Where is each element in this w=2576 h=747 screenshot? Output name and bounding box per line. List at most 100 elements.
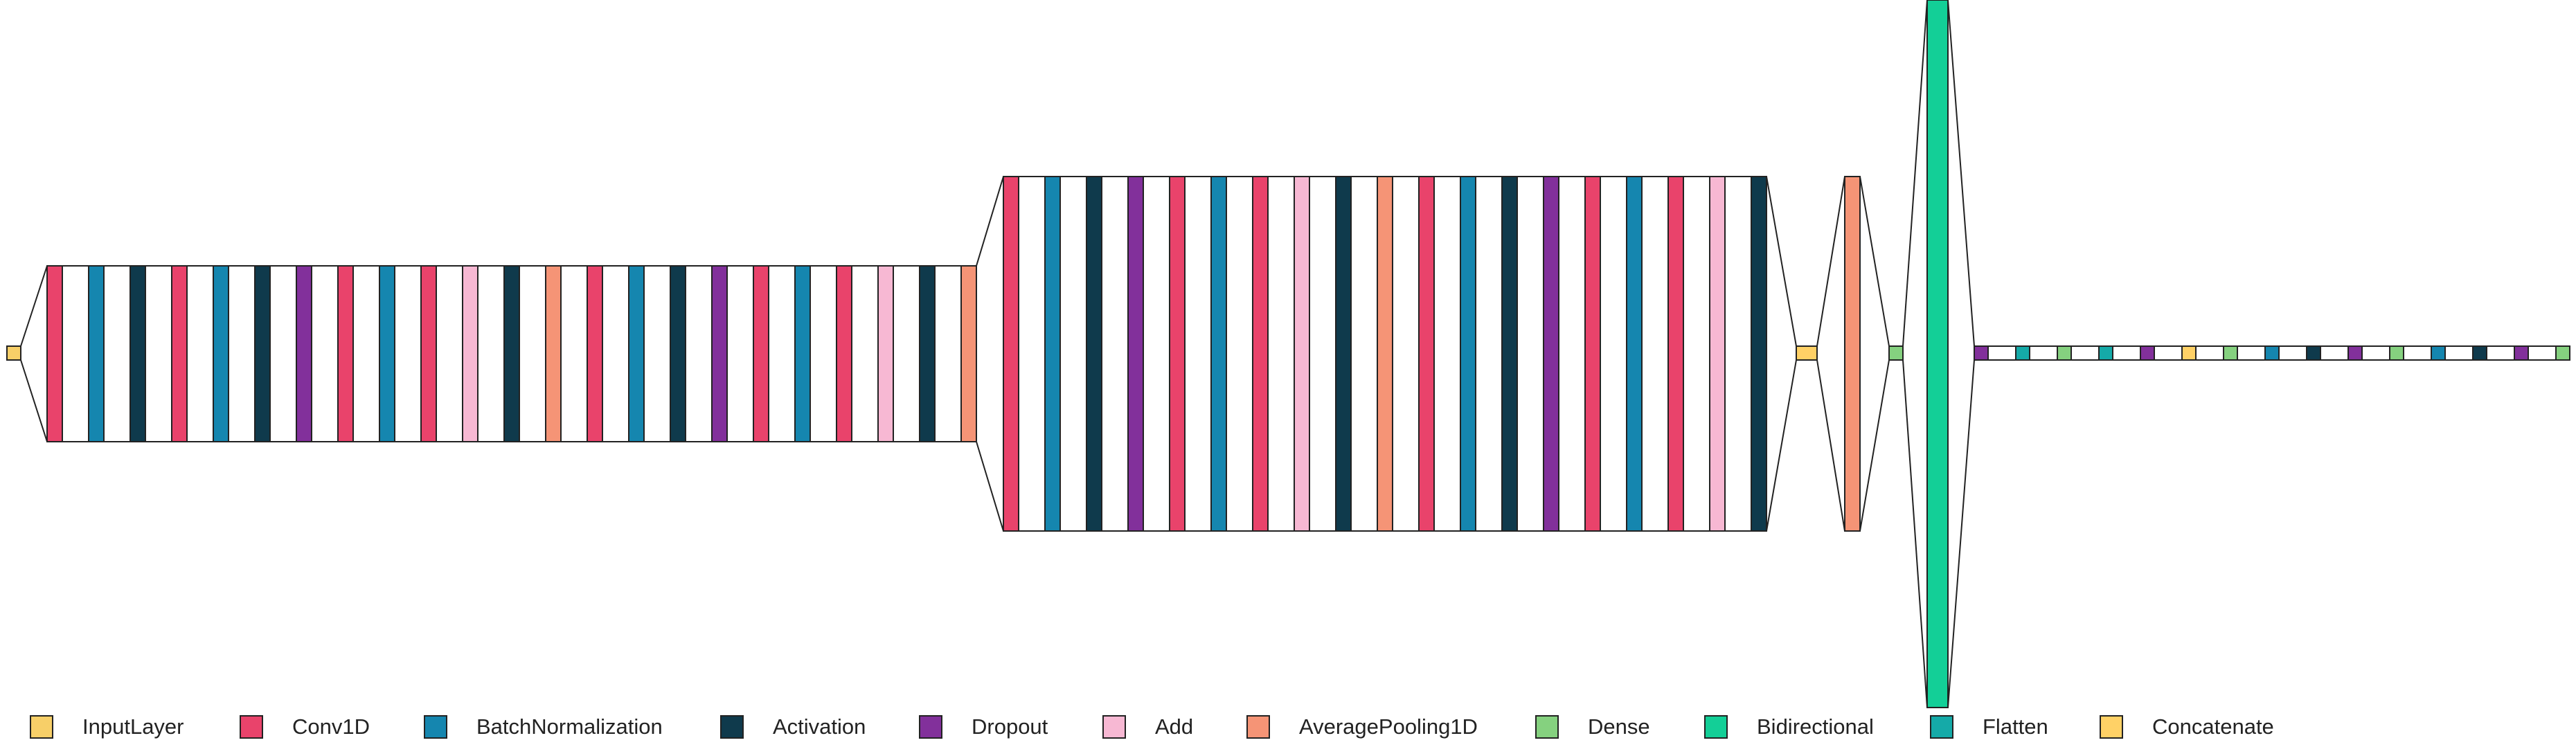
layer-dropout-block-2-13 [1543,176,1559,532]
layer-output-block-2-3 [1143,176,1170,532]
layer-output-head-7 [2278,345,2307,361]
layer-dense-head-14 [2555,345,2570,361]
layer-dropout-block-2-3 [1127,176,1144,532]
layer-activation-block-1-21 [919,265,936,442]
layer-output-block-1-13 [602,265,629,442]
layer-output-block-1-7 [352,265,380,442]
layer-output-head-11 [2444,345,2474,361]
legend-swatch-bidirectional [1704,715,1728,739]
layer-output-block-2-4 [1184,176,1212,532]
layer-dropout-block-1-16 [711,265,728,442]
layer-add-block-2-17 [1709,176,1726,532]
layer-activation-block-2-12 [1501,176,1518,532]
layer-output-block-1-20 [893,265,920,442]
legend-label-inputlayer: InputLayer [82,714,184,739]
layer-output-block-2-15 [1641,176,1669,532]
connector-bottom-dense-to-bidirectional [1902,359,1928,708]
layer-conv1-d-block-1-19 [836,265,852,442]
legend-swatch-concatenate [2100,715,2123,739]
layer-output-block-2-6 [1267,176,1295,532]
layer-batch-normalization-block-1-1 [88,265,105,442]
connector-top-dense-to-bidirectional [1902,0,1928,347]
layer-conv1-d-block-1-17 [753,265,769,442]
layer-output-block-2-5 [1226,176,1253,532]
layer-output-head-13 [2528,345,2557,361]
connector-top-input-to-block-1 [20,265,48,347]
layer-output-head-12 [2486,345,2515,361]
connector-bottom-input-to-block-1 [20,359,48,442]
legend-swatch-batchnormalization [424,715,447,739]
legend-swatch-add [1102,715,1126,739]
layer-output-head-0 [1987,345,2016,361]
layer-batch-normalization-block-2-1 [1044,176,1061,532]
layer-average-pooling1-d-block-2-9 [1377,176,1393,532]
layer-bidirectional-bidirectional-0 [1926,0,1949,708]
layer-activation-head-12 [2472,345,2487,361]
layer-output-block-1-4 [228,265,256,442]
layer-output-block-2-16 [1683,176,1710,532]
layer-batch-normalization-block-1-18 [794,265,811,442]
layer-batch-normalization-head-11 [2431,345,2446,361]
legend-label-add: Add [1155,714,1194,739]
layer-output-head-2 [2070,345,2100,361]
layer-dense-head-6 [2223,345,2238,361]
layer-output-block-1-0 [62,265,89,442]
layer-activation-block-2-18 [1751,176,1767,532]
layer-output-block-1-19 [851,265,879,442]
layer-conv1-d-block-1-0 [46,265,63,442]
legend-swatch-averagepooling1d [1246,715,1270,739]
layer-output-block-1-21 [934,265,962,442]
layer-output-block-2-12 [1517,176,1544,532]
layer-conv1-d-block-1-9 [420,265,437,442]
layer-batch-normalization-head-7 [2264,345,2280,361]
layer-concatenate-concat-0 [1796,345,1818,361]
layer-conv1-d-block-1-3 [171,265,188,442]
layer-output-block-2-10 [1433,176,1461,532]
layer-flatten-head-3 [2098,345,2113,361]
layer-output-block-2-17 [1724,176,1752,532]
layer-output-head-3 [2112,345,2141,361]
legend-swatch-activation [720,715,744,739]
legend-label-dense: Dense [1588,714,1650,739]
layer-average-pooling1-d-block-1-12 [545,265,562,442]
connector-top-block-1-to-block-2 [976,176,1004,267]
layer-output-head-5 [2195,345,2224,361]
layer-dropout-block-1-6 [296,265,312,442]
layer-activation-head-8 [2306,345,2321,361]
layer-output-block-2-0 [1018,176,1046,532]
layer-output-block-2-8 [1350,176,1378,532]
layer-output-block-2-9 [1392,176,1420,532]
layer-output-block-1-5 [269,265,297,442]
connector-top-concat-to-pool [1816,176,1845,347]
connector-bottom-bidirectional-to-head [1947,359,1975,708]
layer-average-pooling1-d-block-1-22 [960,265,977,442]
layer-dense-dense-0 [1888,345,1904,361]
legend-label-dropout: Dropout [972,714,1048,739]
legend-swatch-inputlayer [30,715,53,739]
layer-dropout-head-9 [2347,345,2363,361]
layer-output-block-1-2 [145,265,172,442]
layer-conv1-d-block-2-10 [1418,176,1435,532]
layer-average-pooling1-d-pool-0 [1844,176,1861,532]
layer-output-head-9 [2361,345,2390,361]
layer-output-block-2-11 [1475,176,1503,532]
layer-activation-block-1-5 [254,265,271,442]
connector-bottom-block-1-to-block-2 [976,441,1004,532]
layer-output-head-4 [2154,345,2183,361]
connector-bottom-concat-to-pool [1816,359,1845,532]
layer-activation-block-2-8 [1335,176,1352,532]
layer-conv1-d-block-2-4 [1169,176,1186,532]
layer-output-head-10 [2403,345,2432,361]
layer-dense-head-2 [2057,345,2072,361]
layer-activation-block-1-2 [129,265,146,442]
layer-output-block-2-14 [1600,176,1627,532]
connector-bottom-pool-to-dense [1859,359,1890,532]
architecture-diagram [6,0,2570,708]
connector-top-bidirectional-to-head [1947,0,1975,347]
legend-label-averagepooling1d: AveragePooling1D [1299,714,1478,739]
layer-output-block-1-9 [436,265,463,442]
layer-add-block-1-20 [877,265,894,442]
layer-batch-normalization-block-2-15 [1626,176,1643,532]
legend-swatch-conv1d [240,715,263,739]
layer-dropout-head-13 [2514,345,2529,361]
